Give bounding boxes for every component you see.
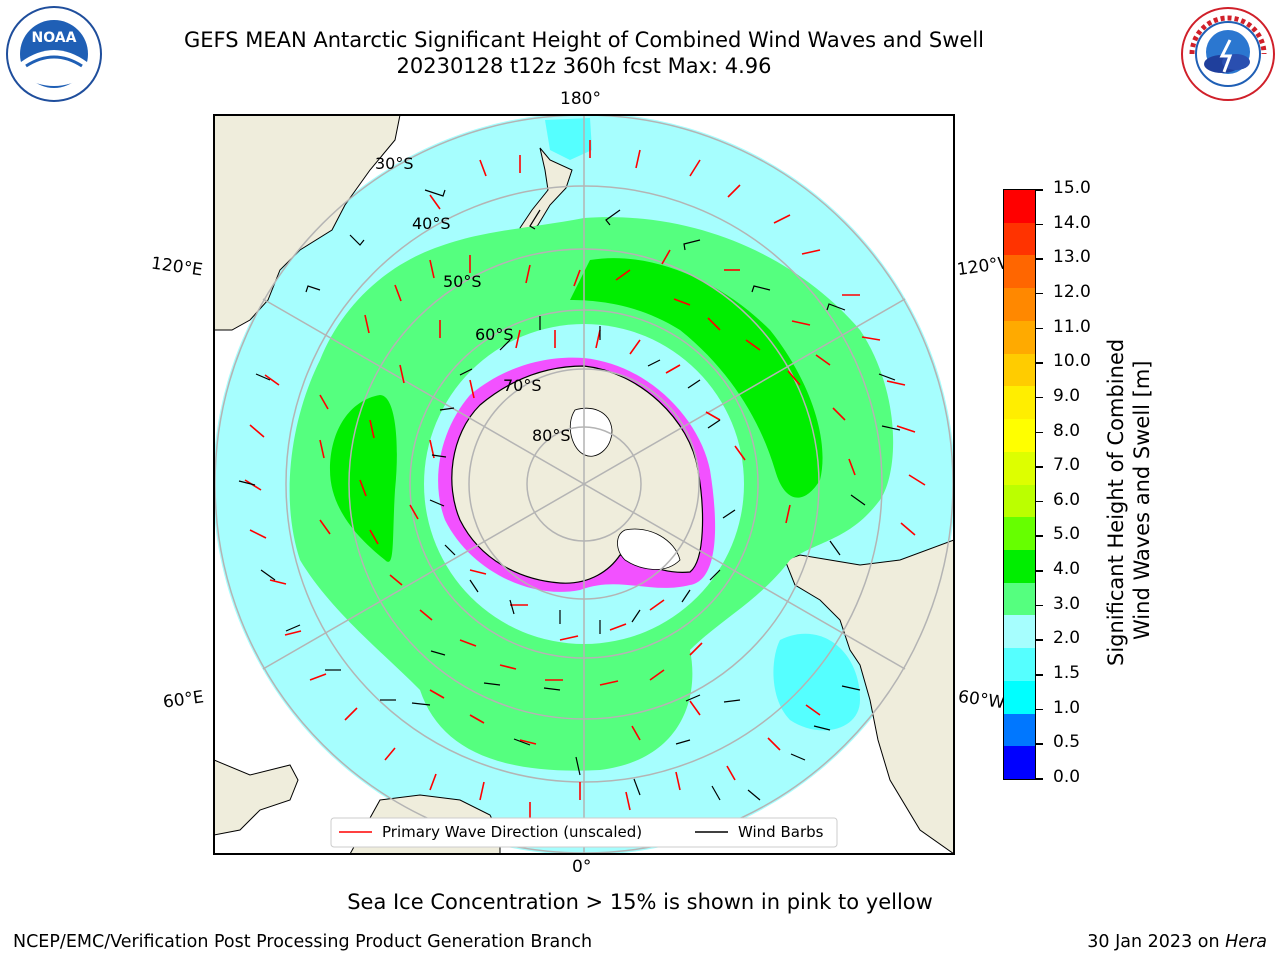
chart-title: GEFS MEAN Antarctic Significant Height o… (183, 28, 985, 52)
colorbar-tick-label: 9.0 (1053, 385, 1081, 406)
colorbar-tick-label: 2.0 (1053, 628, 1081, 649)
colorbar-tick-mark (1036, 778, 1043, 780)
colorbar-tick-label: 12.0 (1053, 281, 1091, 302)
australia-land (214, 115, 401, 331)
lat-label-30s: 30°S (375, 154, 414, 173)
colorbar-segment (1004, 517, 1035, 551)
colorbar-tick-mark (1036, 743, 1043, 745)
map-frame (213, 114, 955, 855)
colorbar-segment (1004, 386, 1035, 420)
colorbar-tick-mark (1036, 327, 1043, 330)
footer-date: 30 Jan 2023 on Hera (1087, 932, 1267, 952)
lat-label-80s: 80°S (532, 426, 571, 445)
colorbar-tick-label: 7.0 (1053, 455, 1081, 476)
colorbar-segment (1004, 582, 1035, 616)
colorbar-tick-label: 1.0 (1053, 697, 1081, 718)
wave-zone-4-5m-east (570, 258, 823, 498)
footer-org: NCEP/EMC/Verification Post Processing Pr… (13, 932, 593, 952)
colorbar-tick-label: 0.5 (1053, 732, 1081, 753)
colorbar-tick-mark (1036, 535, 1043, 537)
colorbar-tick-mark (1036, 639, 1043, 641)
wave-zone-1-2m-nz (545, 118, 592, 160)
colorbar-segment (1004, 615, 1035, 649)
chart-subtitle: 20230128 t12z 360h fcst Max: 4.96 (396, 54, 772, 78)
colorbar-tick-mark (1036, 708, 1043, 711)
wave-arrows (244, 140, 926, 820)
sea-ice-caption: Sea Ice Concentration > 15% is shown in … (347, 890, 933, 914)
footer-host: Hera (1225, 932, 1267, 952)
south-america-land (784, 539, 954, 854)
colorbar-tick-mark (1036, 258, 1043, 260)
colorbar-tick-mark (1036, 292, 1043, 295)
lon-label-180: 180° (560, 89, 601, 109)
colorbar-tick-mark (1036, 674, 1043, 676)
colorbar-tick-mark (1036, 570, 1043, 572)
colorbar-label-line2: Wind Waves and Swell [m] (1130, 360, 1154, 640)
colorbar-tick-mark (1036, 466, 1043, 468)
colorbar-label: Significant Height of Combined Wind Wave… (1104, 339, 1154, 666)
colorbar-segment (1004, 288, 1035, 322)
colorbar-tick-label: 13.0 (1053, 247, 1091, 268)
colorbar-segment (1004, 190, 1035, 224)
lat-label-60s: 60°S (475, 325, 514, 344)
africa-land (214, 759, 299, 836)
colorbar-tick-label: 6.0 (1053, 489, 1081, 510)
noaa-logo: NOAA (6, 6, 102, 102)
colorbar-tick-mark (1036, 500, 1043, 503)
colorbar-segment (1004, 680, 1035, 715)
colorbar-segment (1004, 419, 1035, 453)
map-legend-box (330, 817, 838, 848)
lat-label-40s: 40°S (412, 214, 451, 233)
colorbar-tick-mark (1036, 431, 1043, 434)
lon-label-120w: 120°W (955, 253, 1005, 281)
polar-map: Primary Wave Direction (unscaled) Wind B… (213, 114, 955, 855)
colorbar-segment (1004, 713, 1035, 747)
colorbar-tick-mark (1036, 362, 1043, 364)
footer-date-text: 30 Jan 2023 on (1087, 932, 1226, 952)
wind-barbs-legend-label: Wind Barbs (738, 823, 824, 841)
colorbar-tick-label: 10.0 (1053, 351, 1091, 372)
colorbar-segment (1004, 746, 1035, 780)
colorbar-tick-label: 5.0 (1053, 524, 1081, 545)
colorbar-segment (1004, 451, 1035, 485)
colorbar-tick-mark (1036, 223, 1043, 226)
colorbar-label-line1: Significant Height of Combined (1104, 339, 1128, 666)
ross-ice-shelf (569, 407, 613, 457)
lon-label-0: 0° (572, 857, 592, 877)
wave-zone-4-5m-west (330, 395, 397, 562)
wave-direction-legend-label: Primary Wave Direction (unscaled) (382, 823, 642, 841)
colorbar-segment (1004, 222, 1035, 256)
lon-label-60w: 60°W (956, 686, 1006, 714)
colorbar-tick-mark (1036, 604, 1043, 607)
colorbar-segment (1004, 648, 1035, 682)
colorbar-tick-label: 8.0 (1053, 420, 1081, 441)
colorbar-tick-mark (1036, 189, 1043, 191)
colorbar-tick-label: 0.0 (1053, 767, 1081, 787)
colorbar-segment (1004, 255, 1035, 289)
nws-logo (1181, 7, 1275, 101)
colorbar-tick-label: 3.0 (1053, 593, 1081, 614)
colorbar-tick-label: 4.0 (1053, 559, 1081, 580)
lat-label-70s: 70°S (503, 376, 542, 395)
colorbar-tick-mark (1036, 396, 1043, 399)
wave-zone-1-2m (773, 633, 860, 731)
colorbar-tick-label: 14.0 (1053, 212, 1091, 233)
lon-label-120e: 120°E (149, 253, 204, 281)
lat-label-50s: 50°S (443, 272, 482, 291)
colorbar-tick-label: 15.0 (1053, 178, 1091, 198)
colorbar (1003, 189, 1036, 780)
colorbar-segment (1004, 484, 1035, 518)
colorbar-tick-label: 11.0 (1053, 316, 1091, 337)
lon-label-60e: 60°E (161, 687, 206, 713)
colorbar-segment (1004, 353, 1035, 387)
colorbar-tick-label: 1.5 (1053, 663, 1081, 684)
noaa-logo-text: NOAA (32, 30, 77, 46)
weddell-ice-shelf (617, 528, 681, 570)
wind-barbs (238, 189, 901, 801)
colorbar-segment (1004, 549, 1035, 584)
colorbar-segment (1004, 320, 1035, 355)
